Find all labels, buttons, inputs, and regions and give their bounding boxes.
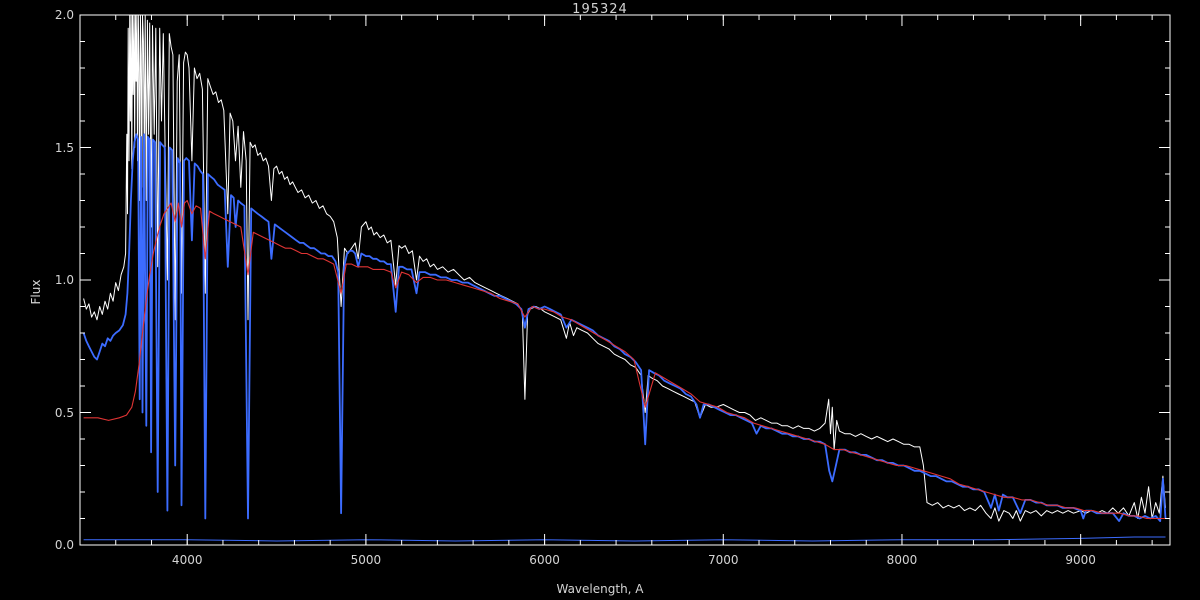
y-tick-label: 1.5 <box>54 140 74 155</box>
y-tick-label: 0.5 <box>54 405 74 420</box>
plot-background <box>80 15 1170 545</box>
x-tick-label: 9000 <box>1065 553 1096 567</box>
series-model-spectrum-red <box>83 199 1166 520</box>
x-tick-label: 8000 <box>886 553 918 567</box>
plot-title: 195324 <box>572 2 628 17</box>
x-tick-label: 6000 <box>529 553 560 567</box>
x-axis-label: Wavelength, A <box>556 582 644 596</box>
x-tick-label: 5000 <box>350 553 382 567</box>
y-tick-label: 0.0 <box>54 538 74 552</box>
x-tick-label: 7000 <box>707 553 739 567</box>
series-smoothed-spectrum-blue <box>82 133 1167 522</box>
y-axis-label: Flux <box>29 279 43 305</box>
y-tick-label: 1.0 <box>54 273 74 287</box>
x-tick-label: 4000 <box>171 553 203 567</box>
series-observed-spectrum-white <box>83 15 1166 522</box>
y-tick-label: 2.0 <box>54 8 74 22</box>
series-noise-floor-blue <box>83 536 1166 542</box>
